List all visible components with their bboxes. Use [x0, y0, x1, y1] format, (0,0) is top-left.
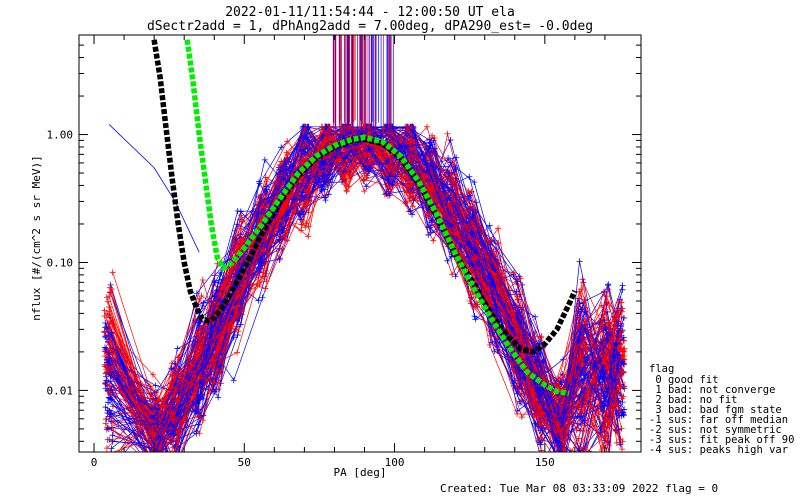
legend-title: flag: [649, 363, 674, 375]
x-tick-label: 50: [238, 456, 251, 469]
legend-item: -4 sus: peaks high var: [649, 444, 788, 456]
legend-item: 3 bad: bad fgm state: [649, 404, 782, 416]
y-tick-label: 0.01: [47, 384, 74, 397]
footer-created: Created: Tue Mar 08 03:33:09 2022 flag =…: [440, 482, 718, 495]
y-axis: 0.01 0.10 1.00: [47, 34, 641, 442]
x-tick-label: 100: [385, 456, 405, 469]
fit-curves: [151, 39, 578, 397]
x-tick-label: 0: [91, 456, 98, 469]
x-tick-label: 150: [535, 456, 555, 469]
flag-legend: flag 0 good fit 1 bad: not converge 2 ba…: [649, 363, 794, 456]
y-axis-label: nflux [#/(cm^2 s sr MeV)]: [30, 155, 43, 321]
y-tick-label: 0.10: [47, 256, 74, 269]
x-axis: 0 50 100 150: [91, 35, 606, 469]
y-tick-label: 1.00: [47, 129, 74, 142]
legend-item: -2 sus: not symmetric: [649, 424, 782, 436]
x-axis-label: PA [deg]: [334, 466, 387, 479]
chart-subtitle: dSectr2add = 1, dPhAng2add = 7.00deg, dP…: [147, 19, 593, 34]
legend-item: 1 bad: not converge: [649, 384, 775, 396]
plot-frame: [78, 34, 642, 453]
chart-title: 2022-01-11/11:54:44 - 12:00:50 UT ela: [225, 5, 515, 20]
legend-item: -1 sus: far off median: [649, 414, 788, 426]
legend-item: 2 bad: no fit: [649, 394, 738, 406]
legend-item: -3 sus: fit peak off 90: [649, 434, 794, 446]
legend-item: 0 good fit: [649, 374, 719, 386]
fit-curve-green: [184, 39, 570, 397]
